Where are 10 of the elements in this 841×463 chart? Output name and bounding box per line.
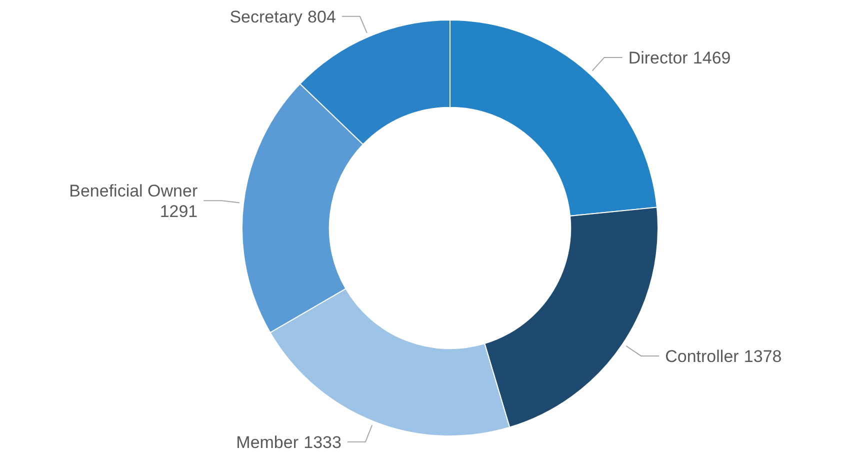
data-label: 1469 <box>692 48 731 67</box>
slice-label: Secretary <box>230 6 303 26</box>
data-label: 804 <box>308 6 336 26</box>
slice-label: Controller <box>665 346 740 366</box>
data-label: 1291 <box>160 201 198 220</box>
slice-label: Beneficial Owner <box>69 180 198 200</box>
data-label: 1333 <box>304 432 342 452</box>
slice-label: Member <box>236 432 299 452</box>
slice-label: Director <box>628 48 688 67</box>
data-label: 1378 <box>744 346 782 366</box>
